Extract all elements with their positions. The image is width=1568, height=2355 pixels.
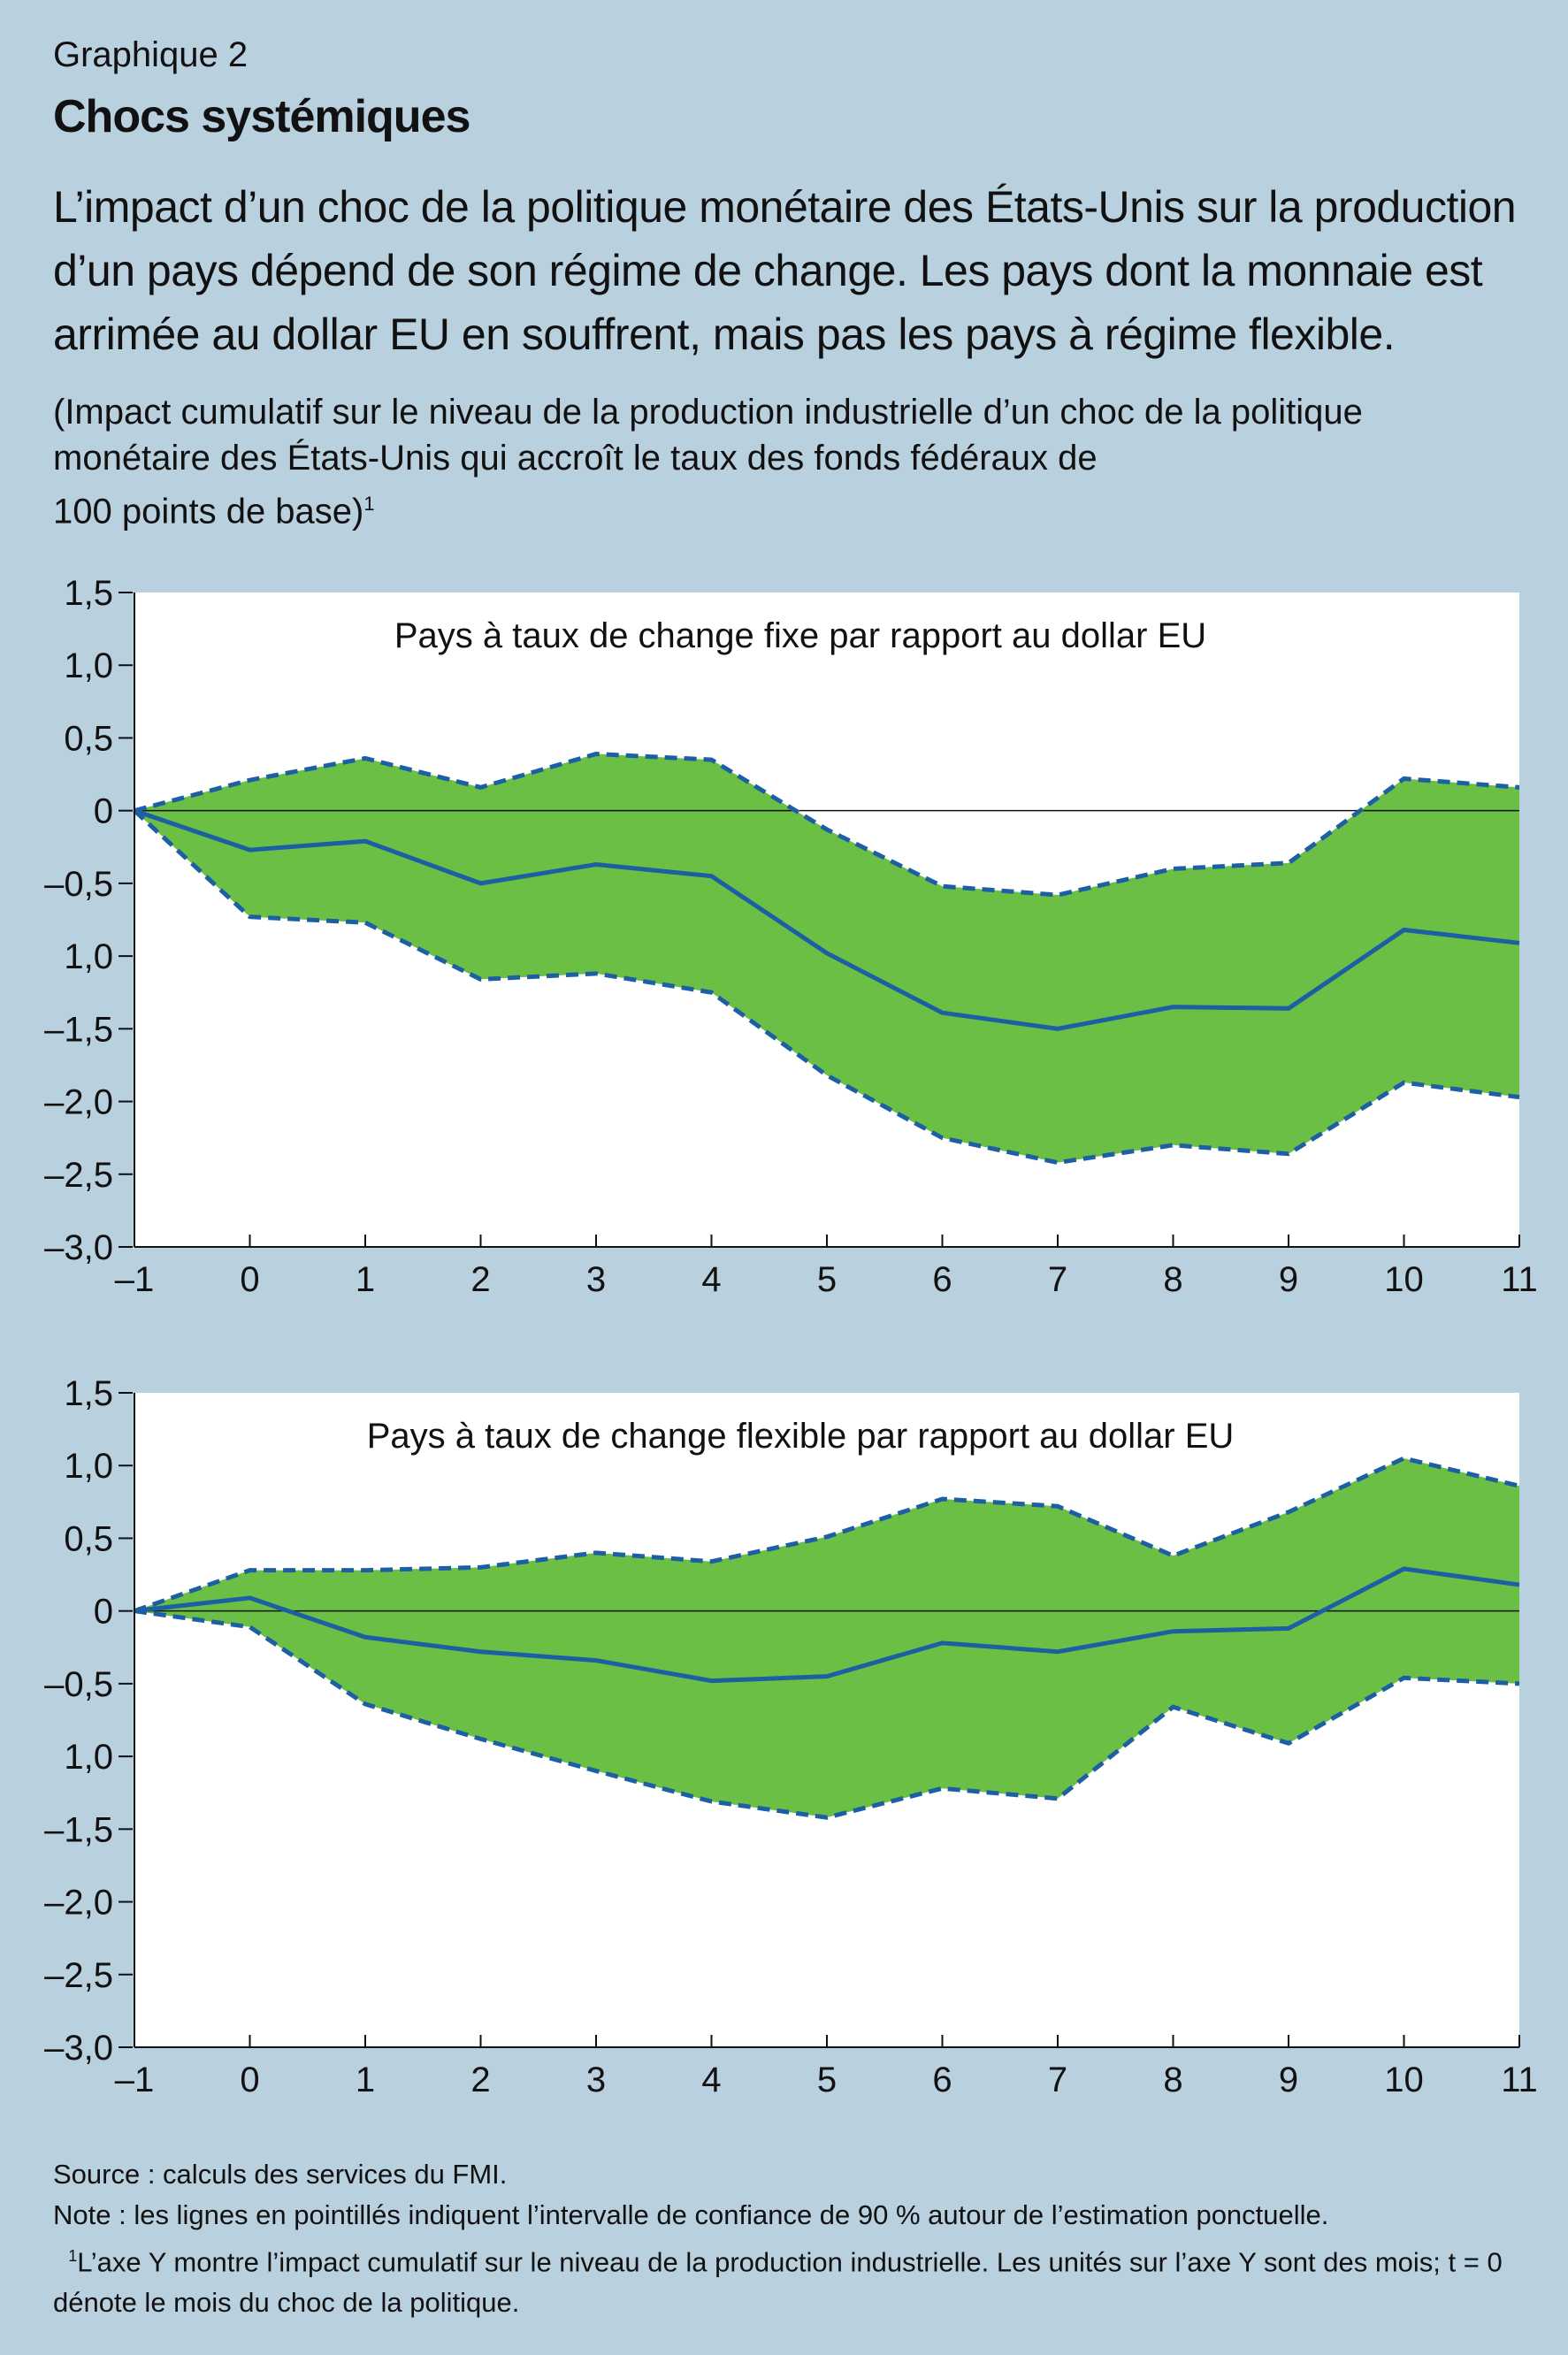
chart-lead: L’impact d’un choc de la politique monét… [53,182,1517,359]
upper-bound-line [134,1456,1520,1614]
x-tick-label: 10 [1384,1260,1424,1299]
x-tick-label: 4 [701,1260,721,1299]
x-tick-label: –1 [115,2061,155,2099]
panel-title: Pays à taux de change flexible par rappo… [367,1417,1235,1456]
x-tick-label: 7 [1048,2061,1067,2099]
x-tick-label: 1 [356,1260,375,1299]
subtitle-line-3-text: 100 points de base) [53,492,364,531]
y-tick-label: –2,5 [44,1156,113,1195]
y-tick-label: 1,0 [64,1738,113,1777]
panel-title: Pays à taux de change fixe par rapport a… [394,616,1206,655]
y-tick-label: –1,5 [44,1010,113,1049]
footnote: 1L’axe Y montre l’impact cumulatif sur l… [53,2236,1539,2282]
x-tick-label: 5 [817,2061,837,2099]
y-tick-label: 0 [94,792,113,831]
x-tick-label: –1 [115,1260,155,1299]
source-note: Source : calculs des services du FMI. [53,2159,508,2190]
y-tick-label: 1,0 [64,1447,113,1486]
flexible-rate-chart: 1,5 1,0 0,5 0 –0,5 1,0 –1,5 –2,0 –2,5 –3,0–1 0 1 2 3 4… [44,1374,1538,2099]
confidence-band [134,1458,1519,1818]
chart-notes: Source : calculs des services du FMI. No… [53,2154,1539,2323]
point-estimate-line [134,1566,1520,1684]
point-estimate-line [134,808,1520,1031]
x-tick-label: 10 [1384,2061,1424,2099]
footnote-mark: 1 [68,2247,78,2265]
x-tick-label: 8 [1163,2061,1182,2099]
y-tick-label: 0,5 [64,719,113,758]
x-tick-label: 6 [932,1260,952,1299]
y-tick-label: 0,5 [64,1519,113,1558]
y-tick-label: –3,0 [44,1228,113,1267]
y-tick-label: –2,0 [44,1083,113,1122]
confidence-note: Note : les lignes en pointillés indiquen… [53,2199,1329,2230]
confidence-band [134,753,1519,1163]
x-tick-label: 7 [1048,1260,1067,1299]
upper-bound-line [134,752,1520,898]
lower-bound-line [134,1609,1520,1820]
chart-title: Chocs systémiques [53,91,470,142]
y-tick-label: –2,0 [44,1884,113,1923]
subtitle-line-3: 100 points de base)1 [53,481,1486,534]
x-tick-label: 11 [1501,1260,1538,1299]
y-tick-label: 1,0 [64,937,113,976]
y-tick-label: 1,0 [64,646,113,685]
x-tick-label: 9 [1279,2061,1298,2099]
x-tick-label: 0 [240,2061,259,2099]
x-tick-label: 9 [1279,1260,1298,1299]
x-tick-label: 6 [932,2061,952,2099]
y-tick-label: –0,5 [44,1665,113,1704]
subtitle-line-2: monétaire des États-Unis qui accroît le … [53,439,1098,478]
x-tick-label: 3 [586,1260,606,1299]
footnote-line-2: dénote le mois du choc de la politique. [53,2287,520,2319]
x-tick-label: 5 [817,1260,837,1299]
subtitle-line-1: (Impact cumulatif sur le niveau de la pr… [53,393,1363,432]
fixed-rate-chart: 1,5 1,0 0,5 0 –0,5 1,0 –1,5 –2,0 –2,5 –3,0–1 0 1 2 3 4… [44,574,1538,1299]
y-tick-label: –0,5 [44,865,113,904]
x-tick-label: 2 [470,2061,490,2099]
figure-label: Graphique 2 [53,35,249,74]
y-tick-label: 1,5 [64,1374,113,1413]
footnote-line-1: L’axe Y montre l’impact cumulatif sur le… [77,2246,1503,2278]
chart-subtitle: (Impact cumulatif sur le niveau de la pr… [53,389,1486,534]
y-tick-label: –2,5 [44,1956,113,1995]
lower-bound-line [133,808,1520,1166]
y-tick-label: –3,0 [44,2029,113,2068]
x-tick-label: 8 [1163,1260,1182,1299]
x-tick-label: 0 [240,1260,259,1299]
y-tick-label: 1,5 [64,574,113,613]
x-tick-label: 2 [470,1260,490,1299]
x-tick-label: 3 [586,2061,606,2099]
y-tick-label: 0 [94,1593,113,1632]
subtitle-footnote-mark: 1 [363,493,375,515]
x-tick-label: 1 [356,2061,375,2099]
x-tick-label: 4 [701,2061,721,2099]
y-tick-label: –1,5 [44,1810,113,1849]
x-tick-label: 11 [1501,2061,1538,2099]
